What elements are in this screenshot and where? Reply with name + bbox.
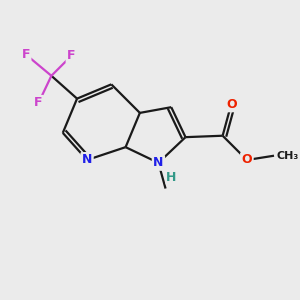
Text: H: H [166,171,176,184]
Text: CH₃: CH₃ [277,151,299,161]
Text: F: F [21,48,30,61]
Text: F: F [67,49,76,62]
Text: N: N [153,156,164,169]
Text: N: N [82,154,92,166]
Text: O: O [242,154,252,166]
Text: O: O [226,98,236,111]
Text: F: F [34,96,43,110]
